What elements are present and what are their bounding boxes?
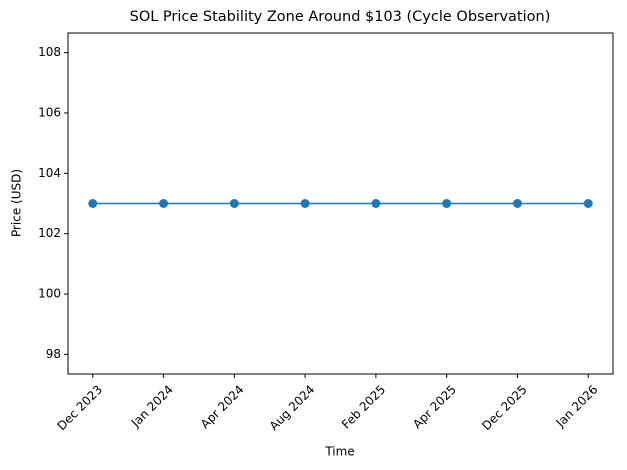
- y-tick-label: 102: [38, 226, 61, 240]
- data-point: [512, 199, 522, 208]
- data-point: [300, 199, 310, 208]
- x-tick-label: Jan 2024: [128, 382, 176, 430]
- y-axis-label: Price (USD): [10, 169, 24, 237]
- chart-title: SOL Price Stability Zone Around $103 (Cy…: [130, 9, 551, 25]
- data-point: [88, 199, 98, 208]
- y-tick-label: 106: [38, 105, 61, 119]
- x-tick-label: Jan 2026: [553, 382, 601, 430]
- y-tick-label: 108: [38, 45, 61, 59]
- y-tick-label: 100: [38, 287, 61, 301]
- x-tick-label: Apr 2024: [198, 382, 247, 431]
- data-point: [442, 199, 452, 208]
- y-tick-label: 98: [46, 347, 61, 361]
- y-tick-label: 104: [38, 166, 61, 180]
- plot-frame: [67, 32, 614, 375]
- data-point: [583, 199, 593, 208]
- x-tick-label: Feb 2025: [339, 382, 388, 431]
- data-point: [371, 199, 381, 208]
- data-point: [159, 199, 169, 208]
- x-tick-label: Dec 2023: [55, 382, 106, 433]
- data-point: [229, 199, 239, 208]
- x-tick-label: Dec 2025: [479, 382, 530, 433]
- x-axis-label: Time: [324, 445, 354, 459]
- x-tick-label: Aug 2024: [267, 382, 318, 433]
- x-tick-label: Apr 2025: [410, 382, 459, 431]
